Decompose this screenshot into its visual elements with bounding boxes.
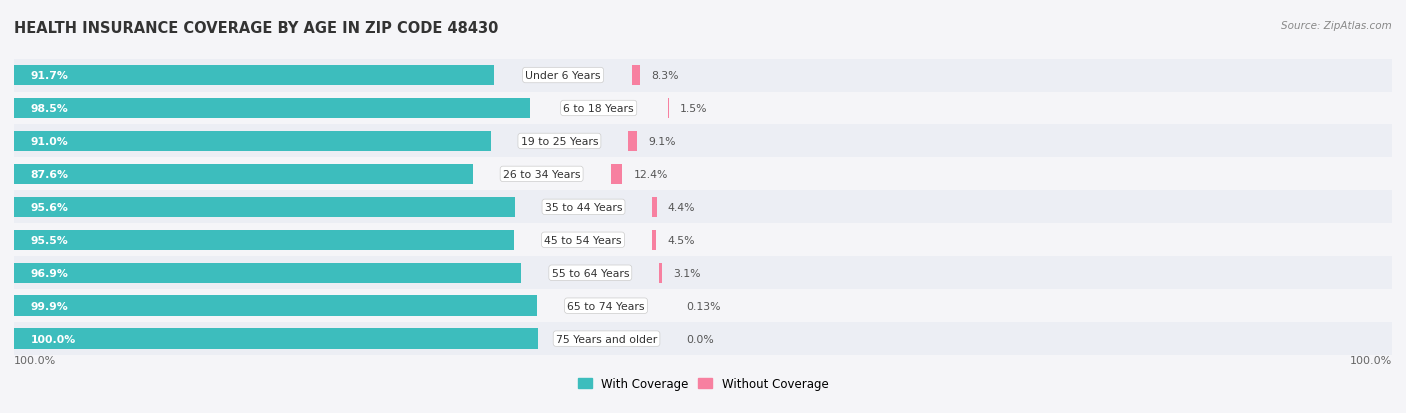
- Text: 6 to 18 Years: 6 to 18 Years: [564, 104, 634, 114]
- Text: 87.6%: 87.6%: [31, 169, 69, 179]
- Text: 100.0%: 100.0%: [31, 334, 76, 344]
- Text: 95.5%: 95.5%: [31, 235, 69, 245]
- Bar: [14, 92, 1392, 125]
- Bar: [628, 131, 637, 152]
- Legend: With Coverage, Without Coverage: With Coverage, Without Coverage: [572, 373, 834, 395]
- Text: Source: ZipAtlas.com: Source: ZipAtlas.com: [1281, 21, 1392, 31]
- Text: 65 to 74 Years: 65 to 74 Years: [567, 301, 645, 311]
- Text: 0.0%: 0.0%: [686, 334, 714, 344]
- Text: 75 Years and older: 75 Years and older: [555, 334, 657, 344]
- Text: 8.3%: 8.3%: [651, 71, 679, 81]
- Text: 4.5%: 4.5%: [668, 235, 695, 245]
- Bar: [14, 329, 537, 349]
- Bar: [14, 158, 1392, 191]
- Bar: [631, 66, 640, 86]
- Text: 35 to 44 Years: 35 to 44 Years: [544, 202, 623, 212]
- Bar: [14, 131, 491, 152]
- Bar: [14, 323, 1392, 355]
- Text: 96.9%: 96.9%: [31, 268, 69, 278]
- Bar: [14, 164, 472, 185]
- Bar: [14, 256, 1392, 290]
- Text: HEALTH INSURANCE COVERAGE BY AGE IN ZIP CODE 48430: HEALTH INSURANCE COVERAGE BY AGE IN ZIP …: [14, 21, 499, 36]
- Text: 55 to 64 Years: 55 to 64 Years: [551, 268, 628, 278]
- Bar: [14, 66, 494, 86]
- Text: 45 to 54 Years: 45 to 54 Years: [544, 235, 621, 245]
- Bar: [668, 99, 669, 119]
- Text: 100.0%: 100.0%: [14, 355, 56, 365]
- Bar: [14, 197, 515, 218]
- Bar: [14, 99, 530, 119]
- Bar: [14, 263, 522, 283]
- Bar: [652, 230, 657, 250]
- Text: 91.7%: 91.7%: [31, 71, 69, 81]
- Bar: [652, 197, 657, 218]
- Bar: [14, 191, 1392, 224]
- Text: 26 to 34 Years: 26 to 34 Years: [503, 169, 581, 179]
- Bar: [14, 230, 515, 250]
- Text: 19 to 25 Years: 19 to 25 Years: [520, 137, 598, 147]
- Text: 12.4%: 12.4%: [634, 169, 668, 179]
- Bar: [14, 224, 1392, 256]
- Bar: [14, 59, 1392, 92]
- Text: 0.13%: 0.13%: [686, 301, 720, 311]
- Text: 3.1%: 3.1%: [673, 268, 700, 278]
- Text: 9.1%: 9.1%: [648, 137, 676, 147]
- Text: 1.5%: 1.5%: [681, 104, 707, 114]
- Text: 4.4%: 4.4%: [668, 202, 695, 212]
- Text: 91.0%: 91.0%: [31, 137, 69, 147]
- Bar: [610, 164, 623, 185]
- Bar: [659, 263, 662, 283]
- Text: 98.5%: 98.5%: [31, 104, 69, 114]
- Bar: [14, 290, 1392, 323]
- Text: Under 6 Years: Under 6 Years: [526, 71, 600, 81]
- Bar: [14, 296, 537, 316]
- Text: 99.9%: 99.9%: [31, 301, 69, 311]
- Bar: [14, 125, 1392, 158]
- Text: 95.6%: 95.6%: [31, 202, 69, 212]
- Text: 100.0%: 100.0%: [1350, 355, 1392, 365]
